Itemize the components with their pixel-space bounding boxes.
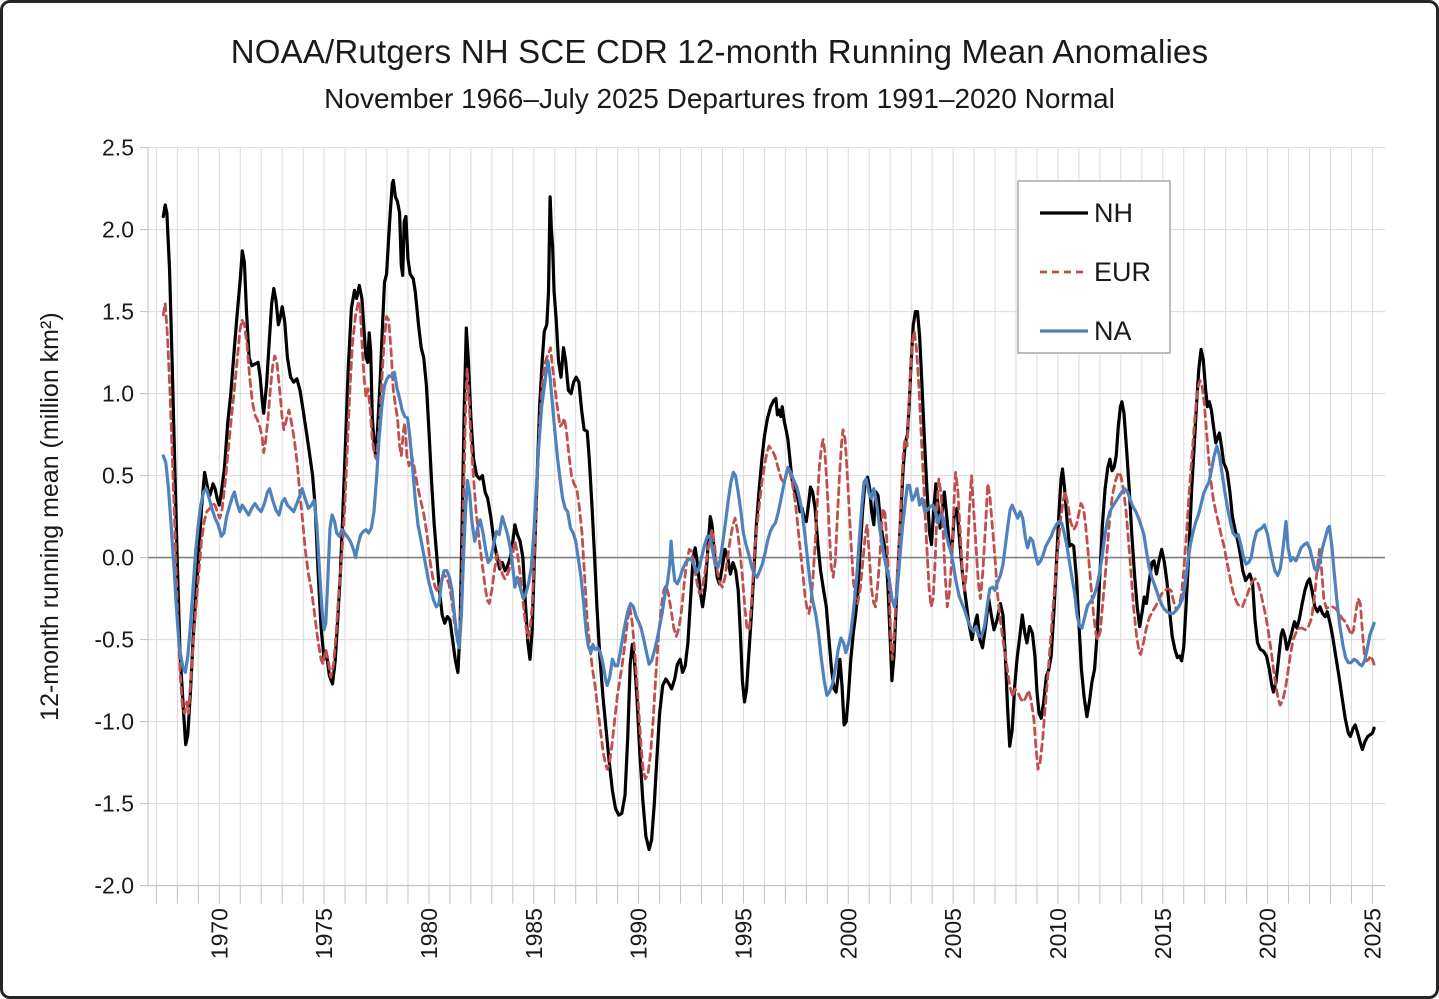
page-title: NOAA/Rutgers NH SCE CDR 12-month Running… [230, 33, 1209, 70]
y-tick-label: 2.5 [102, 135, 134, 161]
x-tick-label: 1975 [311, 908, 337, 959]
chart-canvas: 2.5 2.0 1.5 1.0 0.5 0.0 -0.5 -1.0 -1.5 -2.0 1970 19… [36, 135, 1385, 960]
x-tick-label: 2000 [835, 908, 861, 959]
x-tick-label: 1980 [416, 908, 442, 959]
series-line-eur [161, 300, 1376, 781]
legend-label-nh: NH [1094, 198, 1133, 228]
x-tick-label: 1990 [626, 908, 652, 959]
x-tick-label: 1985 [521, 908, 547, 959]
series-line-na [161, 359, 1376, 697]
series-line-nh [161, 178, 1376, 852]
y-tick-label: 0.0 [102, 545, 134, 571]
y-tick-label: -2.0 [94, 873, 134, 899]
y-tick-label: 1.5 [102, 299, 134, 325]
x-tick-label: 2005 [940, 908, 966, 959]
y-tick-label: 0.5 [102, 463, 134, 489]
y-axis-title: 12-month running mean (million km²) [36, 312, 64, 720]
x-tick-label: 1995 [730, 908, 756, 959]
y-tick-label: -1.0 [94, 709, 134, 735]
x-tick-label: 2025 [1359, 908, 1385, 959]
y-tick-label: 2.0 [102, 217, 134, 243]
y-tick-label: -1.5 [94, 791, 134, 817]
x-tick-label: 2020 [1255, 908, 1281, 959]
y-tick-label: -0.5 [94, 627, 134, 653]
legend-label-eur: EUR [1094, 257, 1151, 287]
x-tick-label: 2015 [1150, 908, 1176, 959]
y-tick-label: 1.0 [102, 381, 134, 407]
x-tick-label: 2010 [1045, 908, 1071, 959]
x-tick-label: 1970 [206, 908, 232, 959]
legend-label-na: NA [1094, 316, 1132, 346]
legend-box [1017, 180, 1171, 354]
page-subtitle: November 1966–July 2025 Departures from … [324, 83, 1115, 114]
